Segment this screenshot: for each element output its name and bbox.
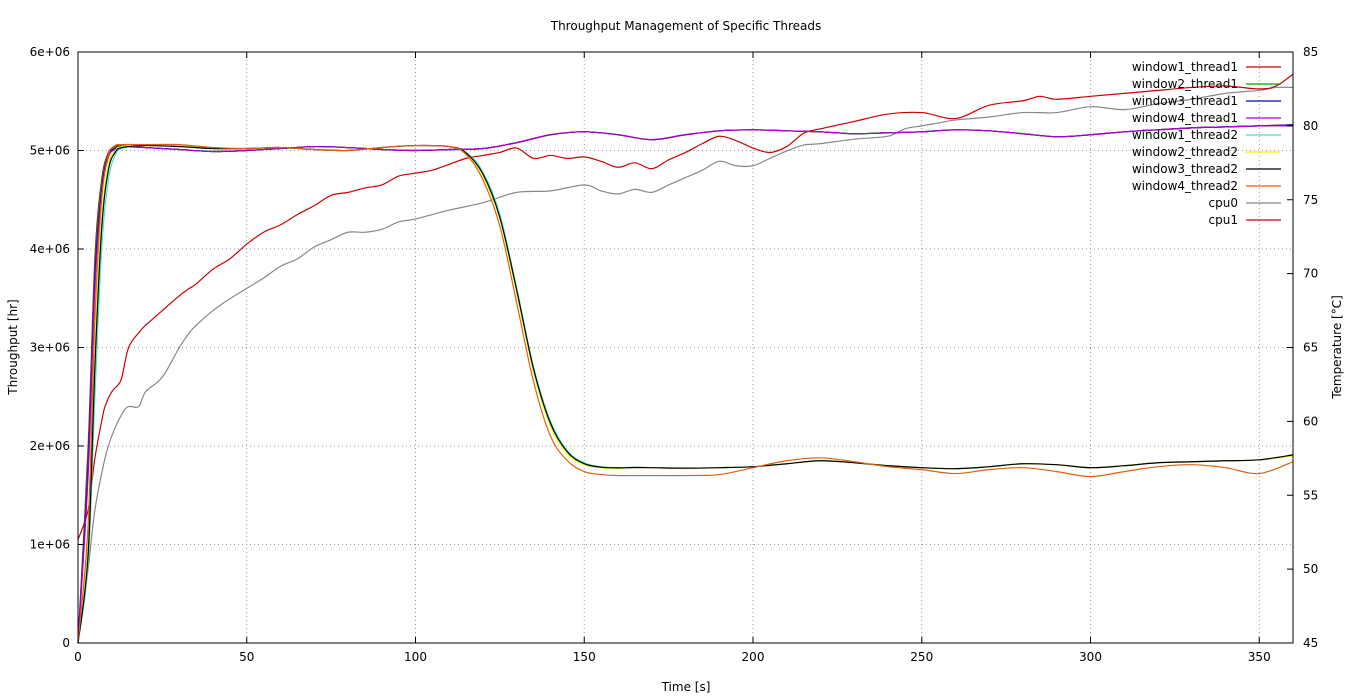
legend-label-window1_thread1: window1_thread1 bbox=[1132, 60, 1238, 74]
grid-lines bbox=[78, 52, 1293, 643]
y2-tick-label: 50 bbox=[1303, 562, 1318, 576]
y-tick-label: 4e+06 bbox=[30, 242, 70, 256]
legend-label-window2_thread1: window2_thread1 bbox=[1132, 77, 1238, 91]
series-line-cpu1 bbox=[77, 73, 1294, 540]
legend-label-window2_thread2: window2_thread2 bbox=[1132, 145, 1238, 159]
series-line-window4_thread2 bbox=[77, 143, 1294, 644]
y-tick-label: 1e+06 bbox=[30, 538, 70, 552]
legend-label-window1_thread2: window1_thread2 bbox=[1132, 128, 1238, 142]
series-line-cpu0 bbox=[77, 86, 1294, 644]
axis-ticks: 0 50 100 150 200 250 300 350 0 1e+06 2e+06 3e+06 4e+… bbox=[30, 45, 1319, 664]
y-tick-label: 3e+06 bbox=[30, 341, 70, 355]
x-tick-label: 50 bbox=[239, 650, 254, 664]
legend: window1_thread1 window2_thread1 window3_th… bbox=[1132, 60, 1281, 227]
y-axis-label: Throughput [hr] bbox=[6, 299, 20, 395]
y-tick-label: 6e+06 bbox=[30, 45, 70, 59]
y2-tick-label: 65 bbox=[1303, 341, 1318, 355]
y2-tick-label: 70 bbox=[1303, 267, 1318, 281]
x-tick-label: 350 bbox=[1248, 650, 1271, 664]
y2-tick-label: 45 bbox=[1303, 636, 1318, 650]
chart-title: Throughput Management of Specific Thread… bbox=[550, 19, 822, 33]
legend-label-cpu0: cpu0 bbox=[1209, 196, 1238, 210]
x-tick-label: 200 bbox=[742, 650, 765, 664]
x-tick-label: 100 bbox=[404, 650, 427, 664]
y-tick-label: 5e+06 bbox=[30, 144, 70, 158]
legend-label-window3_thread1: window3_thread1 bbox=[1132, 94, 1238, 108]
x-tick-label: 250 bbox=[910, 650, 933, 664]
y2-tick-label: 55 bbox=[1303, 488, 1318, 502]
legend-label-cpu1: cpu1 bbox=[1209, 213, 1238, 227]
y2-tick-label: 80 bbox=[1303, 119, 1318, 133]
x-tick-label: 0 bbox=[74, 650, 82, 664]
legend-label-window3_thread2: window3_thread2 bbox=[1132, 162, 1238, 176]
y-tick-label: 2e+06 bbox=[30, 439, 70, 453]
x-tick-label: 300 bbox=[1079, 650, 1102, 664]
y2-tick-label: 60 bbox=[1303, 414, 1318, 428]
y2-tick-label: 75 bbox=[1303, 193, 1318, 207]
series-lines bbox=[77, 73, 1294, 644]
y2-tick-label: 85 bbox=[1303, 45, 1318, 59]
x-axis-label: Time [s] bbox=[661, 680, 711, 694]
legend-label-window4_thread1: window4_thread1 bbox=[1132, 111, 1238, 125]
y-tick-label: 0 bbox=[62, 636, 70, 650]
series-line-window3_thread2 bbox=[77, 144, 1294, 644]
y2-axis-label: Temperature [°C] bbox=[1330, 295, 1344, 400]
x-tick-label: 150 bbox=[573, 650, 596, 664]
legend-label-window4_thread2: window4_thread2 bbox=[1132, 179, 1238, 193]
